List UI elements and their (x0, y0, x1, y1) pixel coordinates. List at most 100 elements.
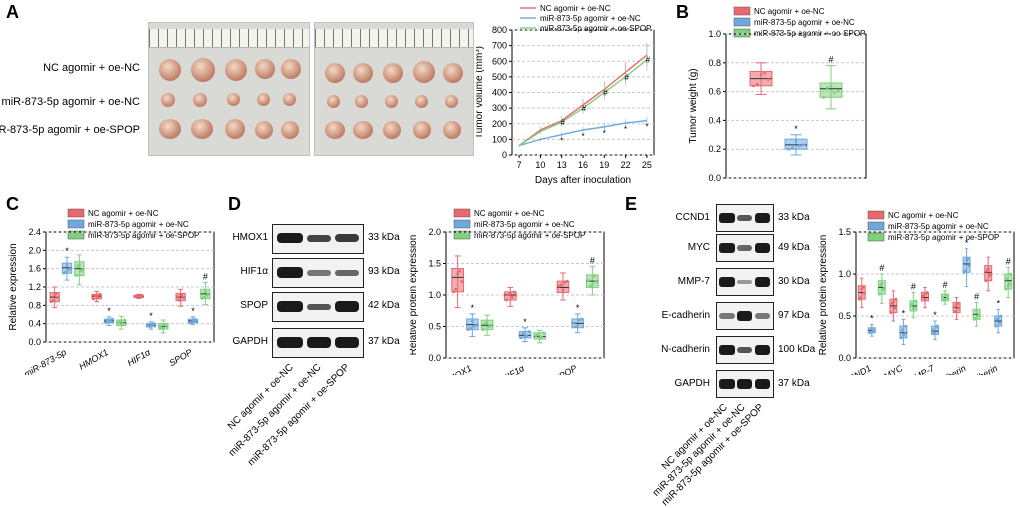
data-point (56, 296, 60, 299)
band (277, 337, 303, 348)
box-iqr (451, 268, 464, 293)
blot-label: N-cadherin (661, 344, 710, 355)
data-point (869, 330, 873, 334)
y-tick-label: 0.0 (838, 353, 851, 363)
band (755, 345, 770, 355)
data-point (81, 268, 84, 271)
blot-band-row (716, 234, 774, 262)
data-point (964, 269, 967, 273)
y-axis-label: Relative protein expression (410, 235, 419, 356)
tumor (353, 121, 373, 139)
kda-label: 93 kDa (368, 266, 400, 277)
blot-label: CCND1 (675, 212, 710, 223)
y-tick-label: 300 (492, 103, 507, 113)
y-axis-label: Tumor weight (g) (688, 68, 699, 143)
legend-label: miR-873-5p agomir + oe-NC (474, 220, 575, 229)
tumor (159, 59, 181, 81)
blot-label: SPOP (240, 300, 268, 311)
data-point (891, 300, 895, 304)
data-point (1007, 282, 1011, 286)
data-point (92, 297, 95, 301)
blot-label: MYC (687, 242, 710, 253)
tumor (257, 93, 270, 106)
data-point (64, 270, 67, 274)
data-point (989, 272, 992, 276)
kda-label: 37 kDa (778, 378, 810, 389)
data-point (941, 295, 945, 299)
box-iqr (556, 280, 570, 293)
x-tick-label: 10 (535, 160, 545, 170)
data-point (974, 316, 977, 320)
data-point (470, 319, 474, 323)
blot-label: MMP-7 (677, 276, 710, 287)
data-point (894, 297, 898, 301)
data-point (594, 280, 598, 284)
data-point (587, 279, 590, 282)
significance-mark: * (65, 246, 69, 256)
data-point (109, 320, 112, 323)
data-point (489, 324, 493, 327)
band (307, 304, 331, 310)
band (737, 379, 752, 389)
data-point (527, 330, 531, 333)
plot-frame (855, 231, 1015, 359)
blot-band-row (272, 292, 364, 322)
data-point (859, 296, 863, 300)
relative-expression-box-chart: NC agomir + oe-NC miR-873-5p agomir + oe-… (8, 208, 215, 375)
significance-mark: * (794, 124, 798, 134)
y-tick-label: 1.0 (838, 269, 851, 279)
data-point (994, 324, 998, 328)
data-point (121, 322, 125, 326)
x-tick-label: 22 (621, 160, 631, 170)
band (719, 213, 735, 223)
data-point (456, 272, 460, 276)
data-point (870, 327, 874, 331)
data-point (590, 283, 594, 287)
row-label-agomir: miR-873-5p agomir + oe-NC (1, 96, 140, 108)
data-point (944, 293, 948, 297)
data-point (836, 89, 840, 93)
significance-mark: # (560, 118, 565, 127)
legend-label: miR-873-5p agomir + oe-SPOP (540, 24, 651, 33)
legend-label: miR-873-5p agomir + oe-NC (540, 14, 641, 23)
kda-label: 49 kDa (778, 242, 810, 253)
band (719, 243, 735, 253)
x-tick-label: 16 (578, 160, 588, 170)
x-tick-label: HIF1α (126, 347, 153, 368)
data-point (68, 267, 72, 271)
tumor (445, 95, 458, 108)
y-tick-label: 0.0 (428, 353, 441, 363)
significance-mark: * (933, 310, 937, 320)
y-tick-label: 0.6 (708, 87, 721, 97)
tumor (443, 63, 463, 83)
blot-band-row (716, 336, 774, 364)
legend-swatch (733, 28, 751, 38)
data-point (943, 297, 947, 301)
tumor (353, 63, 373, 83)
significance-mark: # (603, 89, 608, 98)
blot-label: HMOX1 (232, 232, 268, 243)
protein-expression-box-chart-e: NC agomir + oe-NC miR-873-5p agomir + oe-… (818, 210, 1015, 375)
tumor (327, 95, 340, 108)
significance-mark: * (523, 317, 527, 327)
legend-swatch (733, 6, 751, 16)
band (307, 235, 331, 242)
x-tick-label: 13 (557, 160, 567, 170)
data-point (589, 284, 592, 288)
data-point (152, 322, 156, 326)
data-point (889, 311, 893, 315)
blot-band-row (272, 224, 364, 254)
data-point (997, 321, 1001, 325)
y-tick-label: 1.6 (28, 264, 41, 274)
significance-mark: # (203, 271, 208, 281)
y-tick-label: 1.2 (28, 282, 41, 292)
y-tick-label: 0.8 (708, 58, 721, 68)
data-point (140, 293, 144, 297)
band (755, 213, 770, 223)
band (277, 267, 303, 278)
tumor (281, 59, 301, 79)
data-point (1005, 277, 1009, 281)
y-axis-label: Relative protein expression (818, 235, 829, 356)
significance-mark: * (191, 306, 195, 316)
legend-swatch (733, 17, 751, 27)
